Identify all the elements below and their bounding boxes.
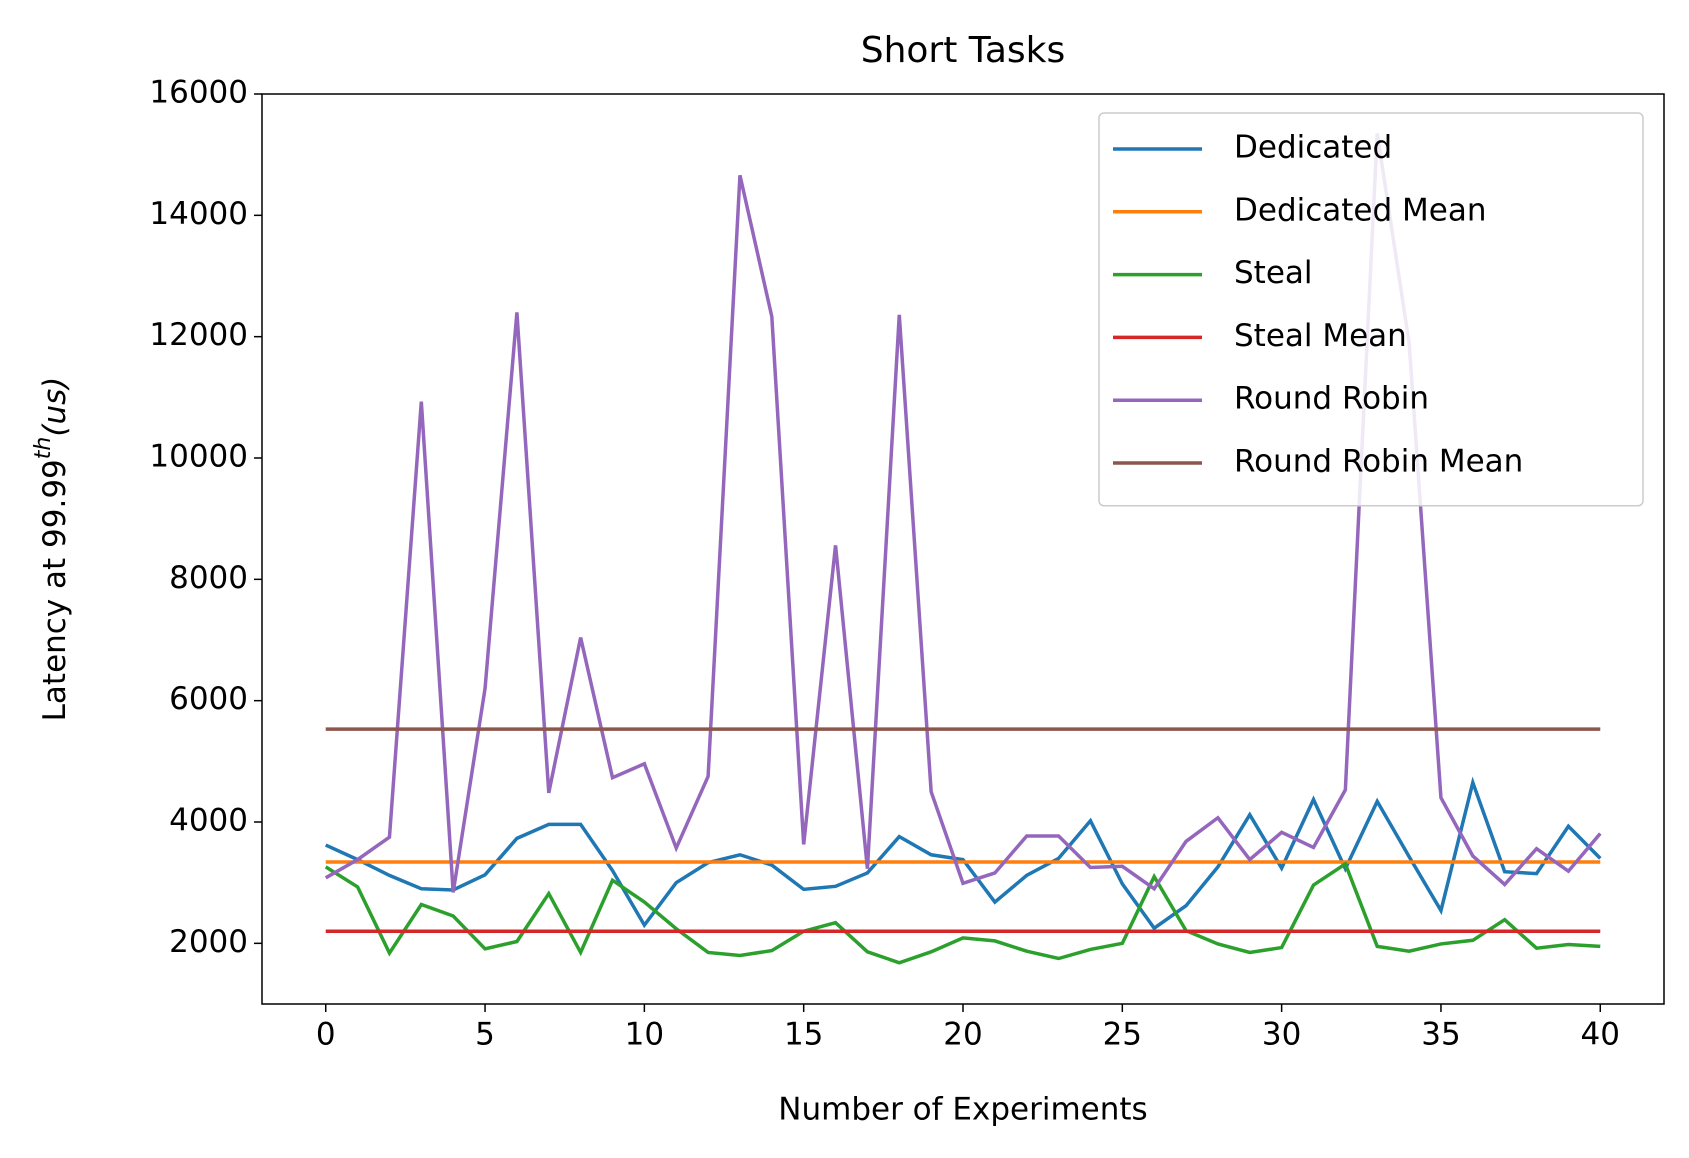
y-tick-label: 8000 bbox=[169, 560, 248, 596]
y-tick-label: 12000 bbox=[149, 317, 248, 353]
legend-label: Steal bbox=[1234, 255, 1313, 291]
x-tick-label: 35 bbox=[1421, 1017, 1460, 1053]
x-tick-label: 30 bbox=[1262, 1017, 1301, 1053]
legend-label: Round Robin Mean bbox=[1234, 444, 1523, 480]
legend-label: Dedicated Mean bbox=[1234, 192, 1487, 228]
x-tick-label: 5 bbox=[475, 1017, 495, 1053]
legend-label: Steal Mean bbox=[1234, 318, 1407, 354]
y-label-main: Latency at 99.99 bbox=[37, 459, 73, 721]
y-tick-label: 4000 bbox=[169, 803, 248, 839]
y-tick-label: 6000 bbox=[169, 681, 248, 717]
series-line bbox=[324, 861, 1601, 965]
y-tick-label: 10000 bbox=[149, 439, 248, 475]
y-label-sup: th bbox=[31, 437, 56, 460]
legend-label: Round Robin bbox=[1234, 381, 1429, 417]
x-tick-label: 10 bbox=[625, 1017, 664, 1053]
y-tick-label: 14000 bbox=[149, 196, 248, 232]
x-tick-label: 0 bbox=[316, 1017, 336, 1053]
series-line bbox=[324, 776, 1602, 931]
x-tick-label: 20 bbox=[943, 1017, 982, 1053]
plot-frame bbox=[261, 93, 1665, 1005]
y-tick-label: 2000 bbox=[169, 924, 248, 960]
x-tick-label: 15 bbox=[784, 1017, 823, 1053]
y-tick-label: 16000 bbox=[149, 75, 248, 111]
x-axis-label: Number of Experiments bbox=[778, 1092, 1147, 1128]
x-tick-label: 40 bbox=[1581, 1017, 1620, 1053]
y-label-unit: (us) bbox=[37, 377, 73, 437]
legend-label: Dedicated bbox=[1234, 130, 1392, 166]
legend-box bbox=[1098, 112, 1644, 507]
chart-title: Short Tasks bbox=[861, 30, 1066, 71]
x-tick-label: 25 bbox=[1103, 1017, 1142, 1053]
y-axis-label: Latency at 99.99th(us) bbox=[31, 377, 73, 722]
